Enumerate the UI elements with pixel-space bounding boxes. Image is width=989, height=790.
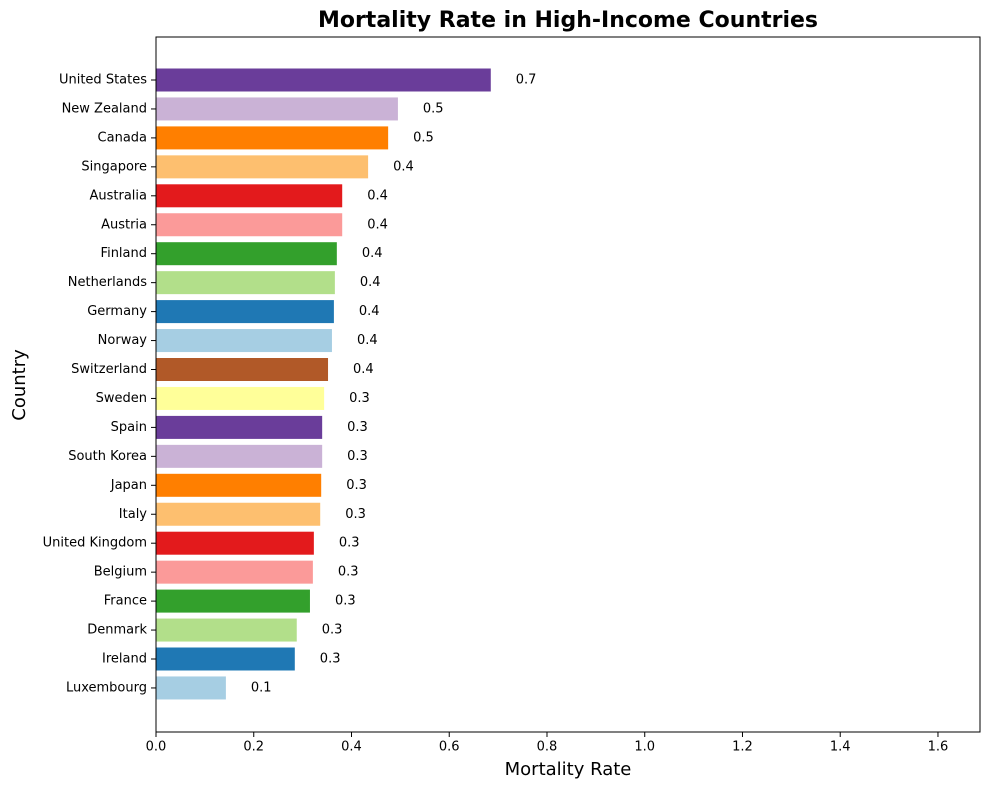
- bar: [156, 358, 329, 381]
- x-tick-label: 1.6: [928, 740, 949, 755]
- y-axis-label: Country: [9, 349, 30, 421]
- value-label: 0.4: [353, 362, 374, 377]
- bar: [156, 386, 325, 410]
- bar: [156, 213, 343, 237]
- value-label: 0.3: [345, 507, 366, 522]
- value-label: 0.4: [357, 333, 378, 348]
- value-label: 0.7: [516, 73, 537, 88]
- bar: [156, 444, 323, 468]
- bar: [156, 68, 491, 92]
- value-label: 0.4: [359, 304, 380, 319]
- bar: [156, 618, 297, 642]
- y-tick-label: Belgium: [94, 565, 147, 580]
- value-label: 0.3: [339, 536, 360, 551]
- y-tick-label: New Zealand: [62, 101, 147, 116]
- bar: [156, 97, 398, 121]
- y-tick-label: France: [104, 594, 147, 609]
- bar: [156, 676, 226, 700]
- value-label: 0.5: [413, 130, 434, 145]
- y-tick-label: United Kingdom: [43, 536, 147, 551]
- x-tick-label: 1.2: [732, 740, 753, 755]
- y-tick-label: Denmark: [87, 623, 147, 638]
- y-tick-label: Japan: [110, 478, 147, 493]
- value-label: 0.3: [346, 478, 367, 493]
- y-tick-label: Singapore: [81, 159, 147, 174]
- bar: [156, 415, 323, 439]
- bar: [156, 531, 314, 555]
- bar: [156, 647, 295, 671]
- x-tick-label: 1.4: [830, 740, 851, 755]
- x-tick-label: 1.0: [634, 740, 655, 755]
- y-tick-label: Ireland: [102, 652, 147, 667]
- value-label: 0.3: [347, 449, 368, 464]
- y-tick-label: United States: [59, 73, 147, 88]
- bar: [156, 155, 369, 179]
- value-label: 0.4: [367, 188, 388, 203]
- bar: [156, 329, 332, 353]
- bar: [156, 271, 335, 295]
- y-tick-label: Italy: [119, 507, 148, 522]
- value-label: 0.4: [367, 217, 388, 232]
- y-tick-label: Sweden: [96, 391, 147, 406]
- chart-title: Mortality Rate in High-Income Countries: [318, 8, 818, 33]
- bar: [156, 589, 310, 613]
- bar: [156, 560, 313, 584]
- bar: [156, 242, 337, 266]
- y-tick-label: Finland: [101, 246, 147, 261]
- x-tick-label: 0.0: [146, 740, 167, 755]
- y-tick-label: Australia: [89, 188, 147, 203]
- value-label: 0.3: [335, 594, 356, 609]
- y-tick-label: Germany: [87, 304, 147, 319]
- y-tick-label: Canada: [98, 130, 147, 145]
- value-label: 0.3: [322, 623, 343, 638]
- x-tick-label: 0.4: [341, 740, 362, 755]
- bar: [156, 126, 389, 150]
- bar: [156, 502, 321, 526]
- bar: [156, 300, 334, 324]
- y-tick-label: Austria: [101, 217, 147, 232]
- y-tick-label: Luxembourg: [66, 680, 147, 695]
- y-tick-label: Spain: [111, 420, 147, 435]
- value-label: 0.4: [360, 275, 381, 290]
- bar: [156, 184, 343, 208]
- value-label: 0.1: [251, 680, 272, 695]
- y-tick-label: South Korea: [68, 449, 147, 464]
- y-tick-label: Switzerland: [71, 362, 147, 377]
- x-axis-label: Mortality Rate: [505, 759, 632, 780]
- value-label: 0.3: [349, 391, 370, 406]
- value-label: 0.3: [320, 652, 341, 667]
- plot-frame: [155, 36, 981, 733]
- value-label: 0.4: [362, 246, 383, 261]
- x-tick-label: 0.2: [243, 740, 264, 755]
- value-label: 0.3: [347, 420, 368, 435]
- x-tick-label: 0.8: [537, 740, 558, 755]
- y-tick-label: Netherlands: [68, 275, 147, 290]
- value-label: 0.5: [423, 101, 444, 116]
- y-tick-label: Norway: [98, 333, 148, 348]
- value-label: 0.4: [393, 159, 414, 174]
- x-tick-label: 0.6: [439, 740, 460, 755]
- value-label: 0.3: [338, 565, 359, 580]
- bar: [156, 473, 322, 497]
